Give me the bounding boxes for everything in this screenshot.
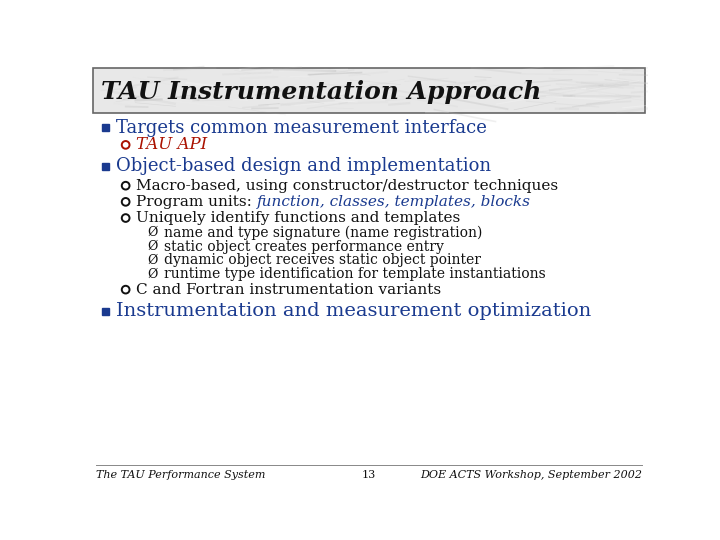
Text: Program units:: Program units: bbox=[136, 195, 256, 209]
Text: C and Fortran instrumentation variants: C and Fortran instrumentation variants bbox=[136, 282, 441, 296]
Text: TAU Instrumentation Approach: TAU Instrumentation Approach bbox=[101, 80, 541, 104]
FancyBboxPatch shape bbox=[93, 68, 645, 112]
Text: name and type signature (name registration): name and type signature (name registrati… bbox=[163, 226, 482, 240]
Text: TAU API: TAU API bbox=[136, 137, 207, 153]
Text: static object creates performance entry: static object creates performance entry bbox=[163, 240, 444, 253]
Text: Ø: Ø bbox=[148, 226, 158, 239]
Text: The TAU Performance System: The TAU Performance System bbox=[96, 470, 266, 480]
Bar bbox=[102, 125, 109, 131]
Text: 13: 13 bbox=[362, 470, 376, 480]
Text: function, classes, templates, blocks: function, classes, templates, blocks bbox=[256, 195, 531, 209]
Text: dynamic object receives static object pointer: dynamic object receives static object po… bbox=[163, 253, 481, 267]
Text: Instrumentation and measurement optimization: Instrumentation and measurement optimiza… bbox=[117, 302, 592, 320]
Bar bbox=[102, 308, 109, 315]
Text: Ø: Ø bbox=[148, 268, 158, 281]
Text: Targets common measurement interface: Targets common measurement interface bbox=[117, 119, 487, 137]
Text: Ø: Ø bbox=[148, 240, 158, 253]
Text: DOE ACTS Workshop, September 2002: DOE ACTS Workshop, September 2002 bbox=[420, 470, 642, 480]
Text: Ø: Ø bbox=[148, 254, 158, 267]
Text: Object-based design and implementation: Object-based design and implementation bbox=[117, 158, 492, 176]
Bar bbox=[102, 163, 109, 170]
Text: Uniquely identify functions and templates: Uniquely identify functions and template… bbox=[136, 211, 460, 225]
Text: Macro-based, using constructor/destructor techniques: Macro-based, using constructor/destructo… bbox=[136, 179, 558, 193]
Text: runtime type identification for template instantiations: runtime type identification for template… bbox=[163, 267, 545, 281]
